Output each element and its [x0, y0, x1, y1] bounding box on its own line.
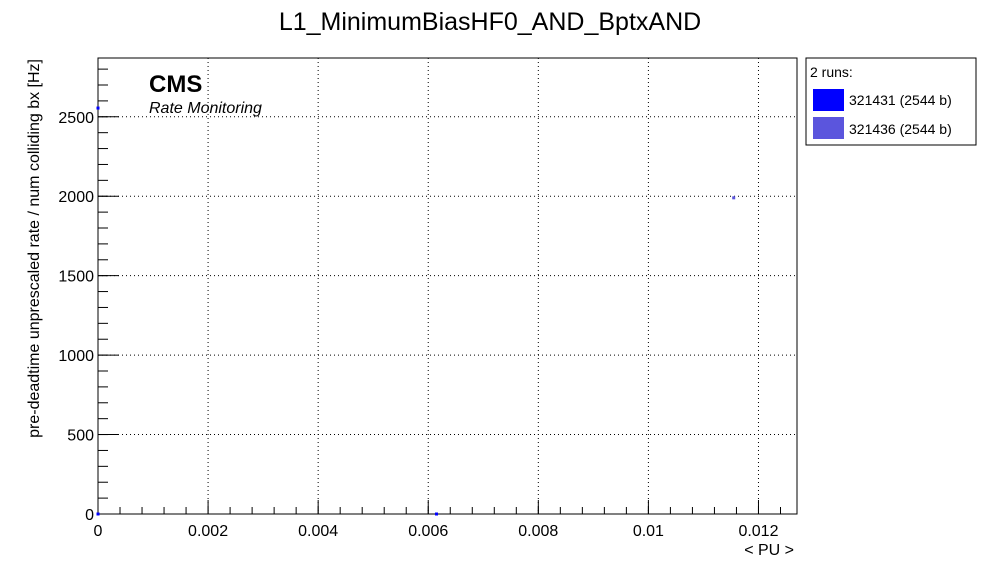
x-tick-label: 0.01 — [633, 523, 664, 540]
data-point-series-0 — [434, 512, 438, 516]
data-point-series-1 — [732, 196, 736, 200]
y-tick-label: 1000 — [58, 348, 94, 365]
legend-entry-321431: 321431 (2544 b) — [849, 92, 952, 108]
rate-monitoring-label: Rate Monitoring — [149, 100, 262, 117]
y-tick-label: 2500 — [58, 110, 94, 127]
legend-entry-321436: 321436 (2544 b) — [849, 121, 952, 137]
plot-frame — [97, 57, 798, 515]
data-point-series-0 — [96, 106, 100, 110]
y-tick-label: 500 — [67, 428, 94, 445]
cms-label: CMS — [149, 71, 202, 98]
data-points — [96, 106, 736, 516]
x-tick-label: 0.008 — [518, 523, 558, 540]
chart-title: L1_MinimumBiasHF0_AND_BptxAND — [279, 8, 701, 36]
data-point-series-0 — [96, 512, 100, 516]
x-tick-label: 0.004 — [298, 523, 338, 540]
y-tick-label: 2000 — [58, 189, 94, 206]
y-tick-label: 1500 — [58, 269, 94, 286]
x-tick-label: 0.012 — [738, 523, 778, 540]
x-tick-label: 0.002 — [188, 523, 228, 540]
y-axis-title: pre-deadtime unprescaled rate / num coll… — [26, 59, 43, 438]
legend: 2 runs: 321431 (2544 b) 321436 (2544 b) — [805, 57, 977, 146]
legend-header: 2 runs: — [810, 64, 853, 80]
legend-swatch-321431 — [813, 89, 844, 111]
x-tick-label: 0.006 — [408, 523, 448, 540]
tick-labels: 0 0.002 0.004 0.006 0.008 0.01 0.012 0 500 1000 15… — [58, 110, 778, 540]
axis-ticks — [97, 68, 781, 515]
grid-lines — [98, 58, 797, 514]
x-axis-title: < PU > — [744, 542, 794, 559]
x-tick-label: 0 — [94, 523, 103, 540]
legend-swatch-321436 — [813, 117, 844, 139]
y-tick-label: 0 — [85, 507, 94, 524]
